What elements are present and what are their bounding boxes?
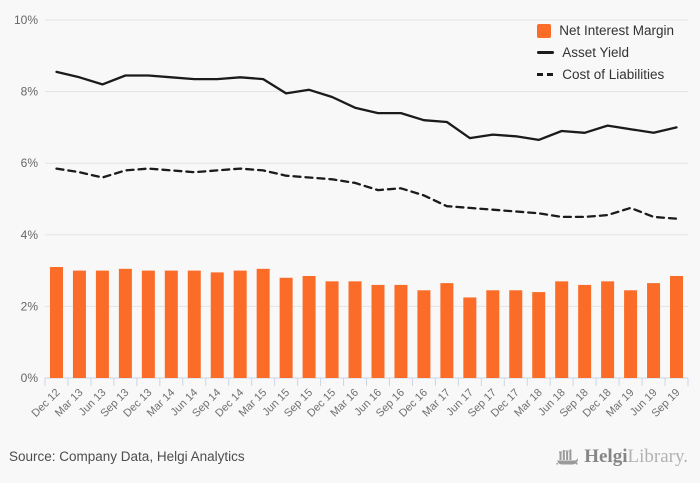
legend-label: Asset Yield [562, 45, 629, 60]
logo-text-library: Library. [627, 446, 689, 467]
legend-item-asset-yield[interactable]: Asset Yield [537, 45, 674, 60]
svg-text:0%: 0% [21, 371, 39, 385]
legend-label: Cost of Liabilities [562, 67, 665, 82]
svg-text:4%: 4% [21, 228, 39, 242]
logo-text-helgi: Helgi [584, 446, 628, 467]
helgi-library-logo: HelgiLibrary. [555, 445, 688, 469]
nim-yield-cost-chart: 0% 2% 4% 6% 8% 10% Dec 12 Mar 13 Jun 13 Sep 13 Dec… [14, 13, 689, 420]
legend-item-net-interest-margin[interactable]: Net Interest Margin [537, 23, 674, 38]
chart-legend: Net Interest Margin Asset Yield Cost of … [537, 23, 674, 82]
dashed-line-swatch-icon [537, 73, 555, 76]
source-attribution: Source: Company Data, Helgi Analytics [9, 449, 245, 464]
bar-swatch-icon [537, 23, 552, 38]
svg-text:2%: 2% [21, 299, 39, 313]
svg-text:8%: 8% [21, 85, 39, 99]
svg-text:6%: 6% [21, 156, 39, 170]
legend-item-cost-of-liabilities[interactable]: Cost of Liabilities [537, 67, 674, 82]
legend-label: Net Interest Margin [559, 23, 674, 38]
chart-footer: Source: Company Data, Helgi Analytics He… [0, 435, 700, 483]
svg-text:10%: 10% [14, 13, 38, 27]
solid-line-swatch-icon [537, 51, 555, 54]
logo-wordmark: HelgiLibrary. [584, 446, 688, 468]
viking-ship-icon [556, 449, 579, 465]
